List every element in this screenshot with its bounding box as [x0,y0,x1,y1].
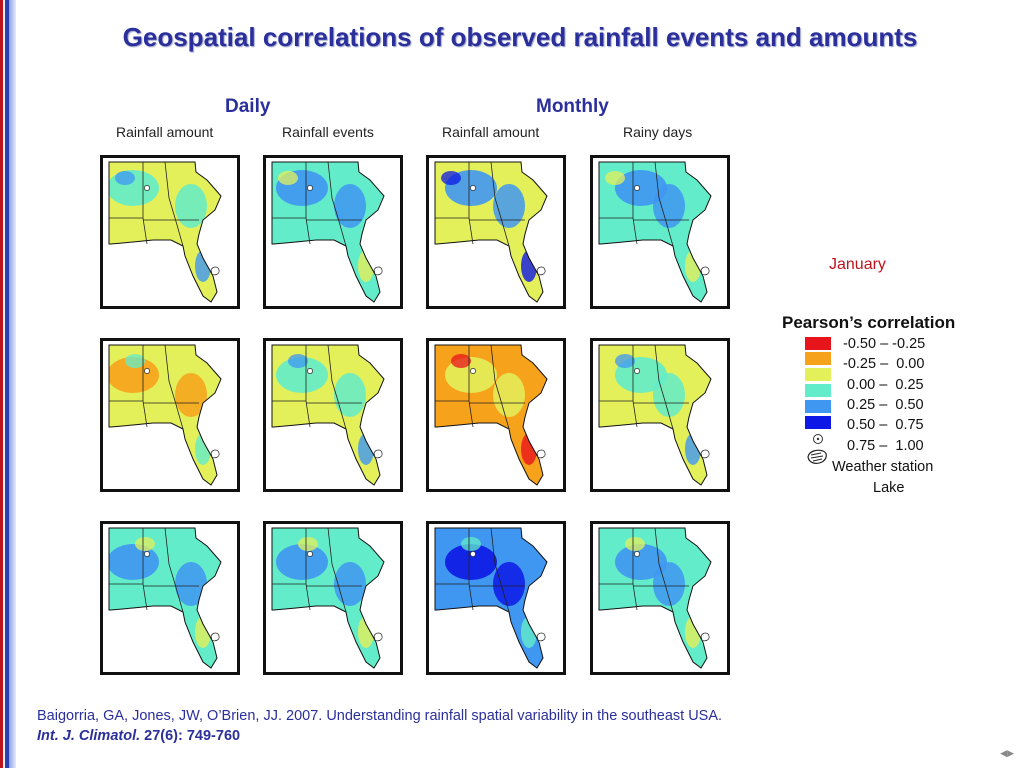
citation-line-2: Int. J. Climatol. 27(6): 749-760 [37,728,240,744]
month-label: January [829,256,886,273]
correlation-map-r3-c3 [426,521,566,675]
lake-icon [807,449,827,464]
correlation-map-r1-c3 [426,155,566,309]
column-label-daily-events: Rainfall events [282,124,374,140]
correlation-map-r2-c1 [100,338,240,492]
column-label-monthly-rainy-days: Rainy days [623,124,693,140]
citation-line-1: Baigorria, GA, Jones, JW, O’Brien, JJ. 2… [37,708,723,724]
correlation-map-r2-c2 [263,338,403,492]
citation-journal: Int. J. Climatol. [37,728,141,744]
correlation-map-r1-c2 [263,155,403,309]
correlation-map-r3-c4 [590,521,730,675]
legend-label-4: 0.25 – 0.50 [843,397,924,413]
correlation-map-r3-c1 [100,521,240,675]
correlation-map-r1-c4 [590,155,730,309]
side-bar-lightblue [9,0,16,768]
side-bar-red [0,0,3,768]
group-label-monthly: Monthly [536,96,609,117]
legend-swatch-4 [805,384,831,397]
legend-swatch-2 [805,352,831,365]
column-label-daily-amount: Rainfall amount [116,124,214,140]
weather-station-icon [813,434,823,444]
legend-lake-label: Lake [873,480,905,496]
legend-label-1: -0.50 – -0.25 [843,336,926,352]
group-label-daily: Daily [225,96,271,117]
legend-title: Pearson’s correlation [782,313,956,332]
side-bar-blue [5,0,9,768]
legend-station-label: Weather station [832,459,934,475]
legend-label-3: 0.00 – 0.25 [843,377,924,393]
slide-title: Geospatial correlations of observed rain… [122,22,918,52]
slide-nav-icon[interactable]: ◀▶ [1000,748,1014,758]
correlation-map-r3-c2 [263,521,403,675]
legend-swatch-6 [805,416,831,429]
correlation-map-r1-c1 [100,155,240,309]
correlation-map-r2-c4 [590,338,730,492]
correlation-map-r2-c3 [426,338,566,492]
legend-swatch-1 [805,337,831,350]
legend-label-5: 0.50 – 0.75 [843,417,924,433]
column-label-monthly-amount: Rainfall amount [442,124,540,140]
legend-label-2: -0.25 – 0.00 [843,356,925,372]
side-bar-white [3,0,5,768]
legend-swatch-3 [805,368,831,381]
legend-label-6: 0.75 – 1.00 [843,438,924,454]
legend-swatch-5 [805,400,831,413]
citation-ref: 27(6): 749-760 [140,728,241,744]
